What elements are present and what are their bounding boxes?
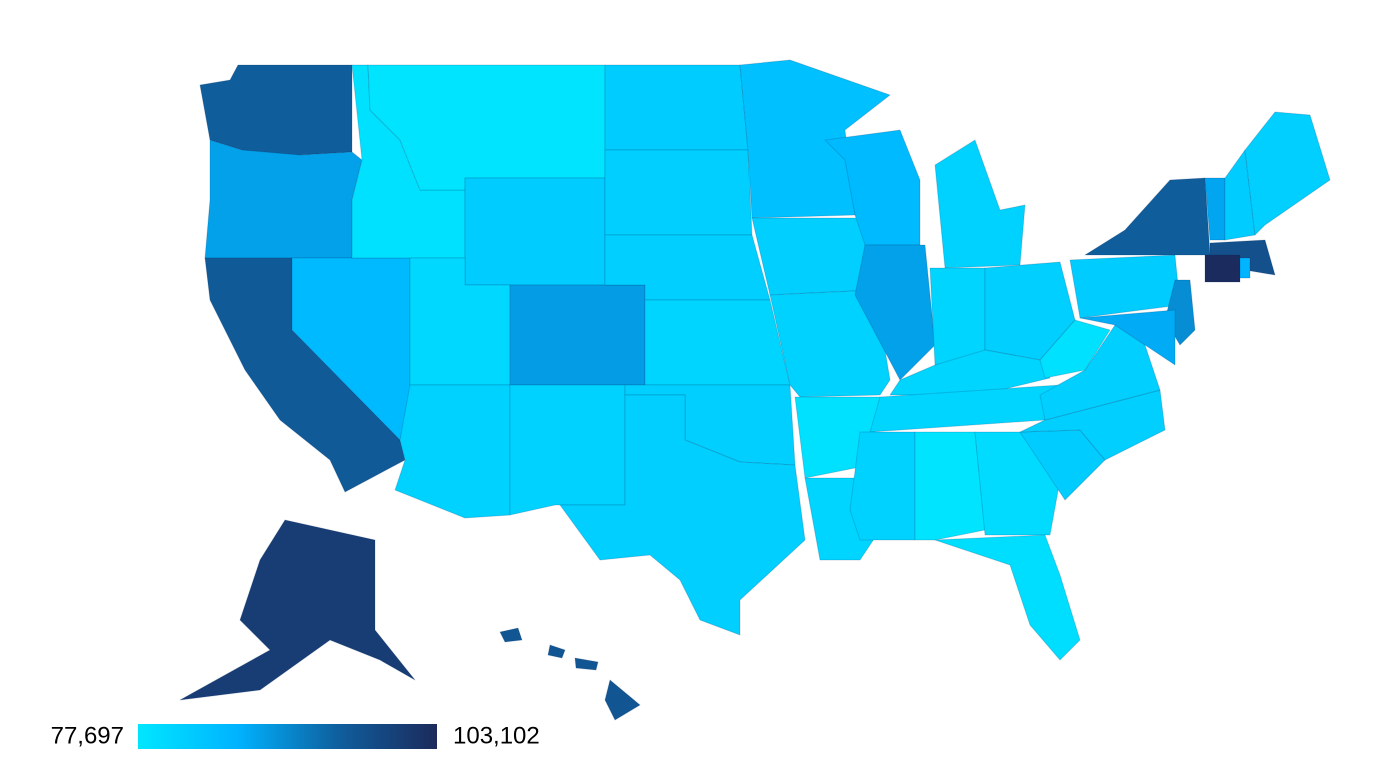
region [394, 384, 511, 519]
region [751, 217, 876, 296]
region [854, 244, 936, 381]
region [499, 627, 641, 721]
legend-bar [138, 724, 437, 749]
region [849, 431, 916, 541]
region [204, 139, 363, 259]
region [929, 267, 986, 366]
region [1239, 257, 1251, 279]
legend-min: 77,697 [51, 722, 124, 749]
legend-max: 103,102 [453, 722, 540, 749]
region [644, 299, 791, 386]
region [1084, 177, 1211, 256]
region [509, 284, 646, 386]
region [509, 384, 626, 516]
region [464, 177, 606, 286]
region [914, 431, 986, 541]
states [179, 59, 1331, 721]
region [1069, 254, 1181, 319]
region [934, 139, 1026, 269]
region [1204, 254, 1241, 283]
region [1079, 309, 1176, 366]
region [559, 394, 806, 636]
region [934, 534, 1081, 661]
region [179, 519, 416, 701]
region [1244, 111, 1331, 236]
region [1039, 319, 1111, 379]
region [604, 64, 749, 151]
region [604, 149, 753, 236]
